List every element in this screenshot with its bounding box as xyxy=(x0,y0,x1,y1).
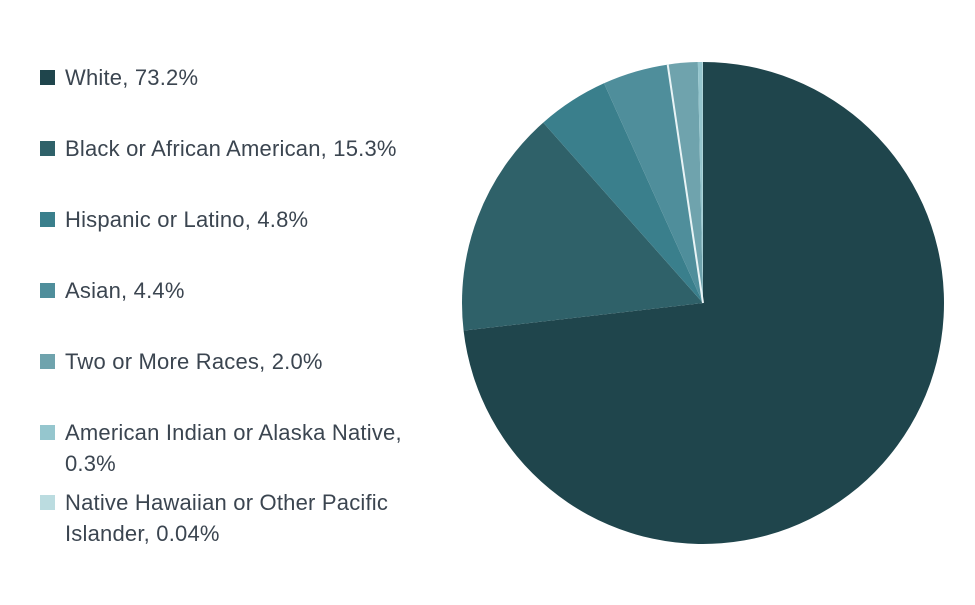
legend-item: Asian, 4.4% xyxy=(40,275,460,306)
legend-label: Black or African American, 15.3% xyxy=(65,136,397,161)
pie-slice xyxy=(543,83,703,303)
legend-label: White, 73.2% xyxy=(65,65,199,90)
pie-slice xyxy=(461,122,703,331)
pie-chart-area xyxy=(450,50,960,560)
legend-item: Native Hawaiian or Other Pacific Islander… xyxy=(40,487,460,549)
legend-label: American Indian or Alaska Native, 0.3% xyxy=(65,420,402,476)
legend-marker-icon xyxy=(40,212,55,227)
legend-item: Two or More Races, 2.0% xyxy=(40,346,460,377)
legend-label: Two or More Races, 2.0% xyxy=(65,349,323,374)
legend-item: White, 73.2% xyxy=(40,62,460,93)
legend-marker-icon xyxy=(40,495,55,510)
legend-label: Native Hawaiian or Other Pacific Islander… xyxy=(65,490,389,546)
slice-divider-line xyxy=(666,64,704,304)
legend-item: Hispanic or Latino, 4.8% xyxy=(40,204,460,235)
legend-item: Black or African American, 15.3% xyxy=(40,133,460,164)
pie-slice xyxy=(697,62,703,303)
legend-marker-icon xyxy=(40,425,55,440)
legend-marker-icon xyxy=(40,141,55,156)
pie-chart xyxy=(461,61,944,544)
legend-item: American Indian or Alaska Native, 0.3% xyxy=(40,417,460,479)
legend-label: Hispanic or Latino, 4.8% xyxy=(65,207,309,232)
pie-slice xyxy=(604,64,703,303)
legend-marker-icon xyxy=(40,354,55,369)
pie-slice xyxy=(463,62,944,544)
legend-marker-icon xyxy=(40,283,55,298)
legend-marker-icon xyxy=(40,70,55,85)
pie-legend: White, 73.2% Black or African American, 1… xyxy=(40,62,460,549)
legend-label: Asian, 4.4% xyxy=(65,278,185,303)
